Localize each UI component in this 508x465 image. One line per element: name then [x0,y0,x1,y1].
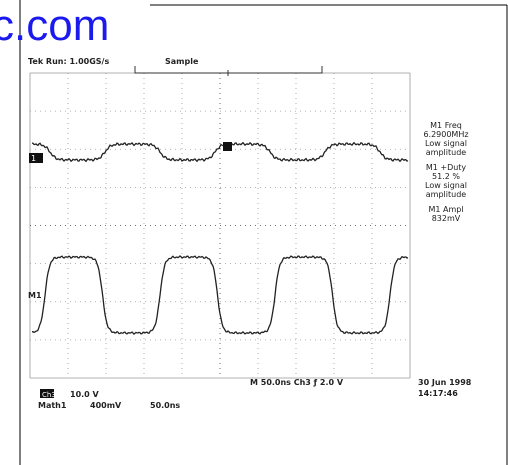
ch3-box [40,389,54,398]
ch1-marker: 1 [31,154,36,163]
measurement-line: M1 Freq [430,121,462,130]
measurement-line: 51.2 % [432,172,460,181]
math-marker: M1 [28,291,42,300]
date: 30 Jun 1998 [418,378,472,387]
trigger-bracket [134,66,323,76]
measurement-line: Low signal [425,181,467,190]
ch3-label: Ch3 [42,391,56,399]
math-label: Math1 [38,401,67,410]
measurement-line: Low signal [425,139,467,148]
trace-math [31,255,409,335]
measurement-line: amplitude [426,148,467,157]
measurement-line: amplitude [426,190,467,199]
math-scale: 400mV [90,401,122,410]
ch1-marker-box [29,153,43,163]
time: 14:17:46 [418,389,458,398]
trigger-marker [223,142,232,151]
timebase: M 50.0ns Ch3 ƒ 2.0 V [250,378,344,387]
watermark: c.com [0,1,109,50]
status: Tek Run: 1.00GS/s [28,57,109,66]
measurement-line: M1 Ampl [428,205,463,214]
ch3-scale: 10.0 V [70,390,100,399]
mode: Sample [165,57,199,66]
measurement-line: 832mV [432,214,461,223]
measurement-line: M1 +Duty [426,163,467,172]
trace-ch1 [31,141,409,163]
math-time: 50.0ns [150,401,180,410]
graticule [29,72,411,379]
measurement-line: 6.2900MHz [423,130,468,139]
